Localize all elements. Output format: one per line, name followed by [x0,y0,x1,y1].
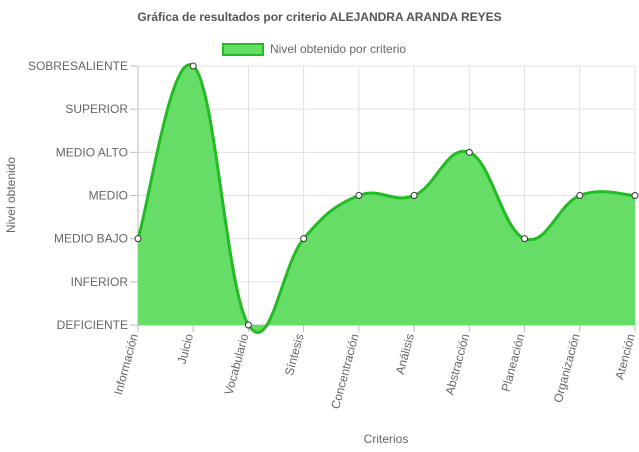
y-tick-label: MEDIO ALTO [56,145,128,159]
data-point [410,192,418,199]
legend-swatch [222,42,264,56]
y-tick-label: INFERIOR [71,275,129,289]
x-tick-label: Organización [551,332,583,404]
data-point [244,321,252,329]
series-line [136,63,636,334]
y-tick-label: DEFICIENTE [57,318,128,332]
y-tick-label: MEDIO [89,189,128,203]
data-point [576,192,584,199]
x-tick-label: Abstracción [442,332,472,396]
data-point [631,192,639,199]
data-point [355,192,363,199]
x-tick-label: Vocabulario [222,332,252,397]
y-tick-label: SOBRESALIENTE [28,59,128,73]
x-tick-label: Concentración [328,332,362,410]
x-tick-label: Información [111,332,141,396]
chart-title: Gráfica de resultados por criterio ALEJA… [137,10,502,24]
legend-label: Nivel obtenido por criterio [270,42,407,56]
x-tick-label: Planeación [499,332,528,393]
data-point [521,235,529,243]
x-tick-label: Síntesis [282,332,307,377]
legend[interactable]: Nivel obtenido por criterio [222,42,406,56]
x-tick-label: Análisis [393,332,417,376]
data-point [300,235,308,243]
data-point [465,148,473,156]
x-axis-title: Criterios [363,432,409,446]
series-area [138,64,635,333]
y-tick-label: MEDIO BAJO [54,232,128,246]
x-tick-label: Atención [612,332,638,381]
data-point [189,62,197,70]
x-tick-label: Juicio [175,332,197,366]
y-tick-label: SUPERIOR [65,102,128,116]
data-point [134,235,142,243]
